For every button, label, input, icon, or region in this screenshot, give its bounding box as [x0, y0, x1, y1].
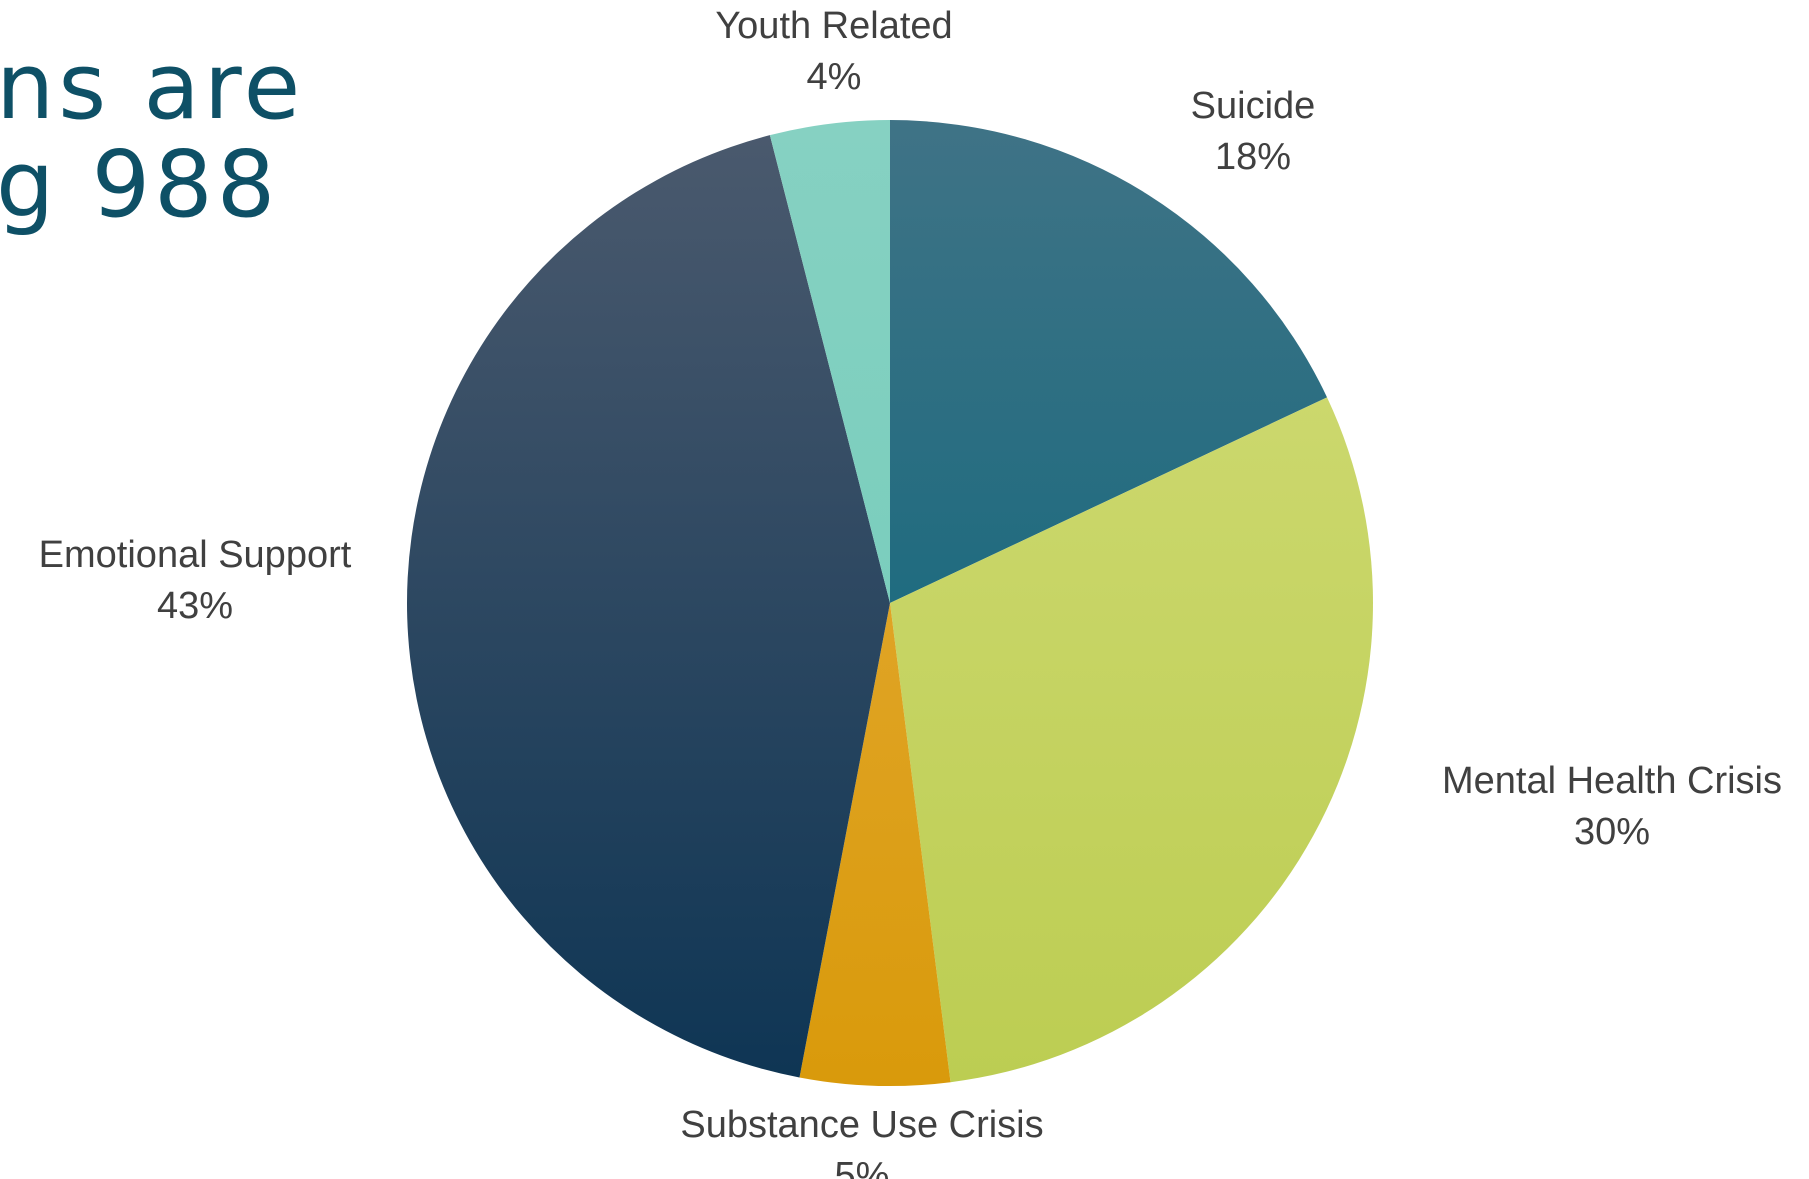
slice-label-suicide: Suicide [1191, 85, 1316, 127]
slice-label-emotional-support: Emotional Support [39, 534, 352, 576]
slice-label-youth-related: Youth Related [715, 5, 952, 47]
pie-labels: Suicide 18% Mental Health Crisis 30% Substan… [39, 5, 1782, 1179]
pie-slices [406, 119, 1373, 1086]
slice-label-substance-use-crisis: Substance Use Crisis [680, 1104, 1043, 1146]
slice-value-mental-health-crisis: 30% [1574, 811, 1650, 853]
slice-label-mental-health-crisis: Mental Health Crisis [1442, 760, 1782, 802]
pie-slice-mental-health-crisis [890, 397, 1373, 1083]
pie-slice-emotional-support [406, 135, 890, 1078]
slide-title-line-1: ns are [0, 33, 305, 140]
slide-title-line-2: g 988 [0, 131, 280, 238]
pie-slice-youth-related [769, 119, 890, 603]
slice-value-substance-use-crisis: 5% [835, 1155, 890, 1179]
pie-slice-suicide [890, 120, 1328, 603]
slide-title: ns are g 988 [0, 38, 304, 234]
slice-value-youth-related: 4% [807, 56, 862, 98]
slice-value-emotional-support: 43% [157, 585, 233, 627]
pie-slice-substance-use-crisis [799, 603, 951, 1086]
slice-value-suicide: 18% [1215, 136, 1291, 178]
